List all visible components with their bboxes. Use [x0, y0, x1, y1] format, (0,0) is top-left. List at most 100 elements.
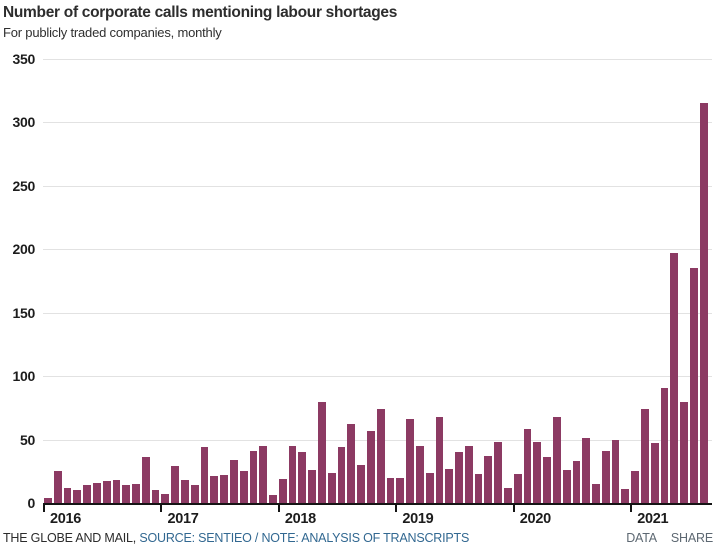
y-axis-label-350: 350 — [12, 51, 36, 67]
x-axis-year-label-2016: 2016 — [50, 511, 82, 527]
x-axis-tick-2019 — [395, 503, 398, 512]
footer: THE GLOBE AND MAIL, SOURCE: SENTIEO / NO… — [3, 531, 713, 545]
bar-2019-01 — [396, 477, 405, 503]
page-title: Number of corporate calls mentioning lab… — [3, 4, 398, 21]
bar-2019-03 — [415, 445, 424, 503]
bar-2020-04 — [543, 457, 551, 503]
x-axis-tick-2017 — [160, 503, 163, 512]
x-axis-year-label-2020: 2020 — [519, 511, 551, 527]
bar-2016-10 — [132, 483, 140, 503]
bar-2021-07 — [689, 268, 698, 503]
bar-2018-12 — [386, 477, 395, 503]
bar-2020-12 — [621, 489, 630, 503]
bar-2016-07 — [102, 481, 111, 503]
bar-2017-02 — [171, 466, 180, 503]
bar-2016-08 — [112, 480, 121, 503]
bar-2020-05 — [552, 416, 561, 503]
bar-2019-07 — [455, 452, 463, 503]
bar-2017-12 — [269, 495, 277, 503]
bar-2016-02 — [53, 471, 62, 503]
share-button[interactable]: SHARE — [670, 531, 713, 545]
attribution-source-note: SOURCE: SENTIEO / NOTE: ANALYSIS OF TRAN… — [139, 531, 470, 545]
bar-2016-01 — [44, 497, 52, 503]
gridline-150 — [43, 312, 712, 314]
bar-2020-03 — [533, 442, 542, 503]
attribution-publisher: THE GLOBE AND MAIL, — [3, 531, 140, 545]
x-axis-tick-2016 — [43, 503, 45, 512]
bar-2021-05 — [670, 253, 679, 503]
bar-2016-12 — [151, 490, 160, 503]
bar-2017-10 — [249, 451, 258, 503]
gridline-300 — [43, 122, 712, 124]
bar-2018-03 — [298, 452, 307, 503]
bar-2020-06 — [562, 470, 571, 503]
bar-2020-07 — [572, 461, 581, 503]
bar-2020-01 — [513, 473, 522, 503]
bar-2016-03 — [63, 487, 72, 503]
bar-2018-08 — [347, 424, 356, 503]
bar-2018-05 — [318, 401, 326, 503]
y-axis-label-150: 150 — [12, 304, 36, 321]
page-subtitle: For publicly traded companies, monthly — [3, 25, 222, 40]
bar-2017-11 — [259, 445, 268, 503]
gridline-200 — [43, 249, 712, 251]
bar-2018-06 — [327, 472, 336, 503]
x-axis-year-label-2017: 2017 — [167, 511, 199, 527]
bar-2019-05 — [435, 416, 444, 503]
bar-2016-04 — [73, 490, 82, 503]
bar-2017-08 — [229, 459, 238, 503]
bar-2016-11 — [141, 457, 150, 503]
footer-actions: DATA SHARE — [626, 531, 713, 545]
bar-2020-02 — [523, 429, 532, 503]
bar-2019-10 — [484, 456, 493, 503]
bar-2018-11 — [376, 409, 385, 503]
bar-2019-09 — [474, 473, 483, 503]
bar-2018-07 — [337, 447, 346, 503]
y-axis-label-100: 100 — [12, 368, 36, 385]
bar-2017-04 — [190, 485, 199, 503]
bar-2019-04 — [425, 472, 434, 503]
bar-2021-02 — [641, 409, 649, 503]
plot-area: 0 50 100 150 200 250 300 350 2016 2017 2018 2019 202… — [13, 51, 712, 527]
bar-2019-12 — [504, 487, 512, 503]
x-axis-year-label-2021: 2021 — [637, 511, 669, 527]
x-axis-year-label-2019: 2019 — [402, 511, 434, 527]
bar-2019-06 — [445, 468, 454, 503]
bar-2018-09 — [357, 464, 365, 503]
bar-2018-01 — [278, 478, 287, 503]
x-axis-year-label-2018: 2018 — [284, 511, 316, 527]
bar-2017-09 — [239, 471, 248, 503]
bar-2017-06 — [210, 476, 219, 503]
x-axis-tick-2021 — [630, 503, 633, 512]
bar-2020-10 — [601, 451, 610, 503]
gridline-250 — [43, 185, 712, 187]
bar-2017-03 — [181, 480, 189, 503]
bar-2021-03 — [650, 443, 659, 503]
bar-2018-04 — [308, 470, 317, 503]
bar-2021-04 — [660, 387, 669, 503]
bar-2016-06 — [92, 482, 101, 503]
bar-2018-02 — [288, 445, 297, 503]
bar-2021-01 — [631, 471, 640, 503]
bar-2017-07 — [220, 475, 228, 503]
y-axis-label-200: 200 — [12, 241, 36, 258]
gridline-100 — [43, 376, 712, 378]
y-axis-label-300: 300 — [12, 114, 36, 131]
gridline-350 — [43, 59, 712, 60]
x-axis-tick-2018 — [277, 503, 280, 512]
bar-2017-01 — [161, 494, 170, 503]
bar-2020-11 — [611, 439, 620, 503]
bar-2016-09 — [122, 485, 131, 503]
x-axis — [43, 503, 712, 505]
y-axis-label-0: 0 — [27, 495, 36, 511]
bar-2019-08 — [464, 445, 473, 503]
y-axis-label-250: 250 — [12, 177, 36, 194]
data-button[interactable]: DATA — [626, 531, 657, 545]
bar-2021-08 — [699, 103, 708, 503]
bar-2020-09 — [592, 483, 600, 503]
bar-2019-02 — [406, 419, 414, 503]
bar-2017-05 — [200, 447, 209, 503]
x-axis-tick-2020 — [512, 503, 515, 512]
bar-2016-05 — [83, 485, 91, 503]
bar-2018-10 — [366, 430, 375, 503]
